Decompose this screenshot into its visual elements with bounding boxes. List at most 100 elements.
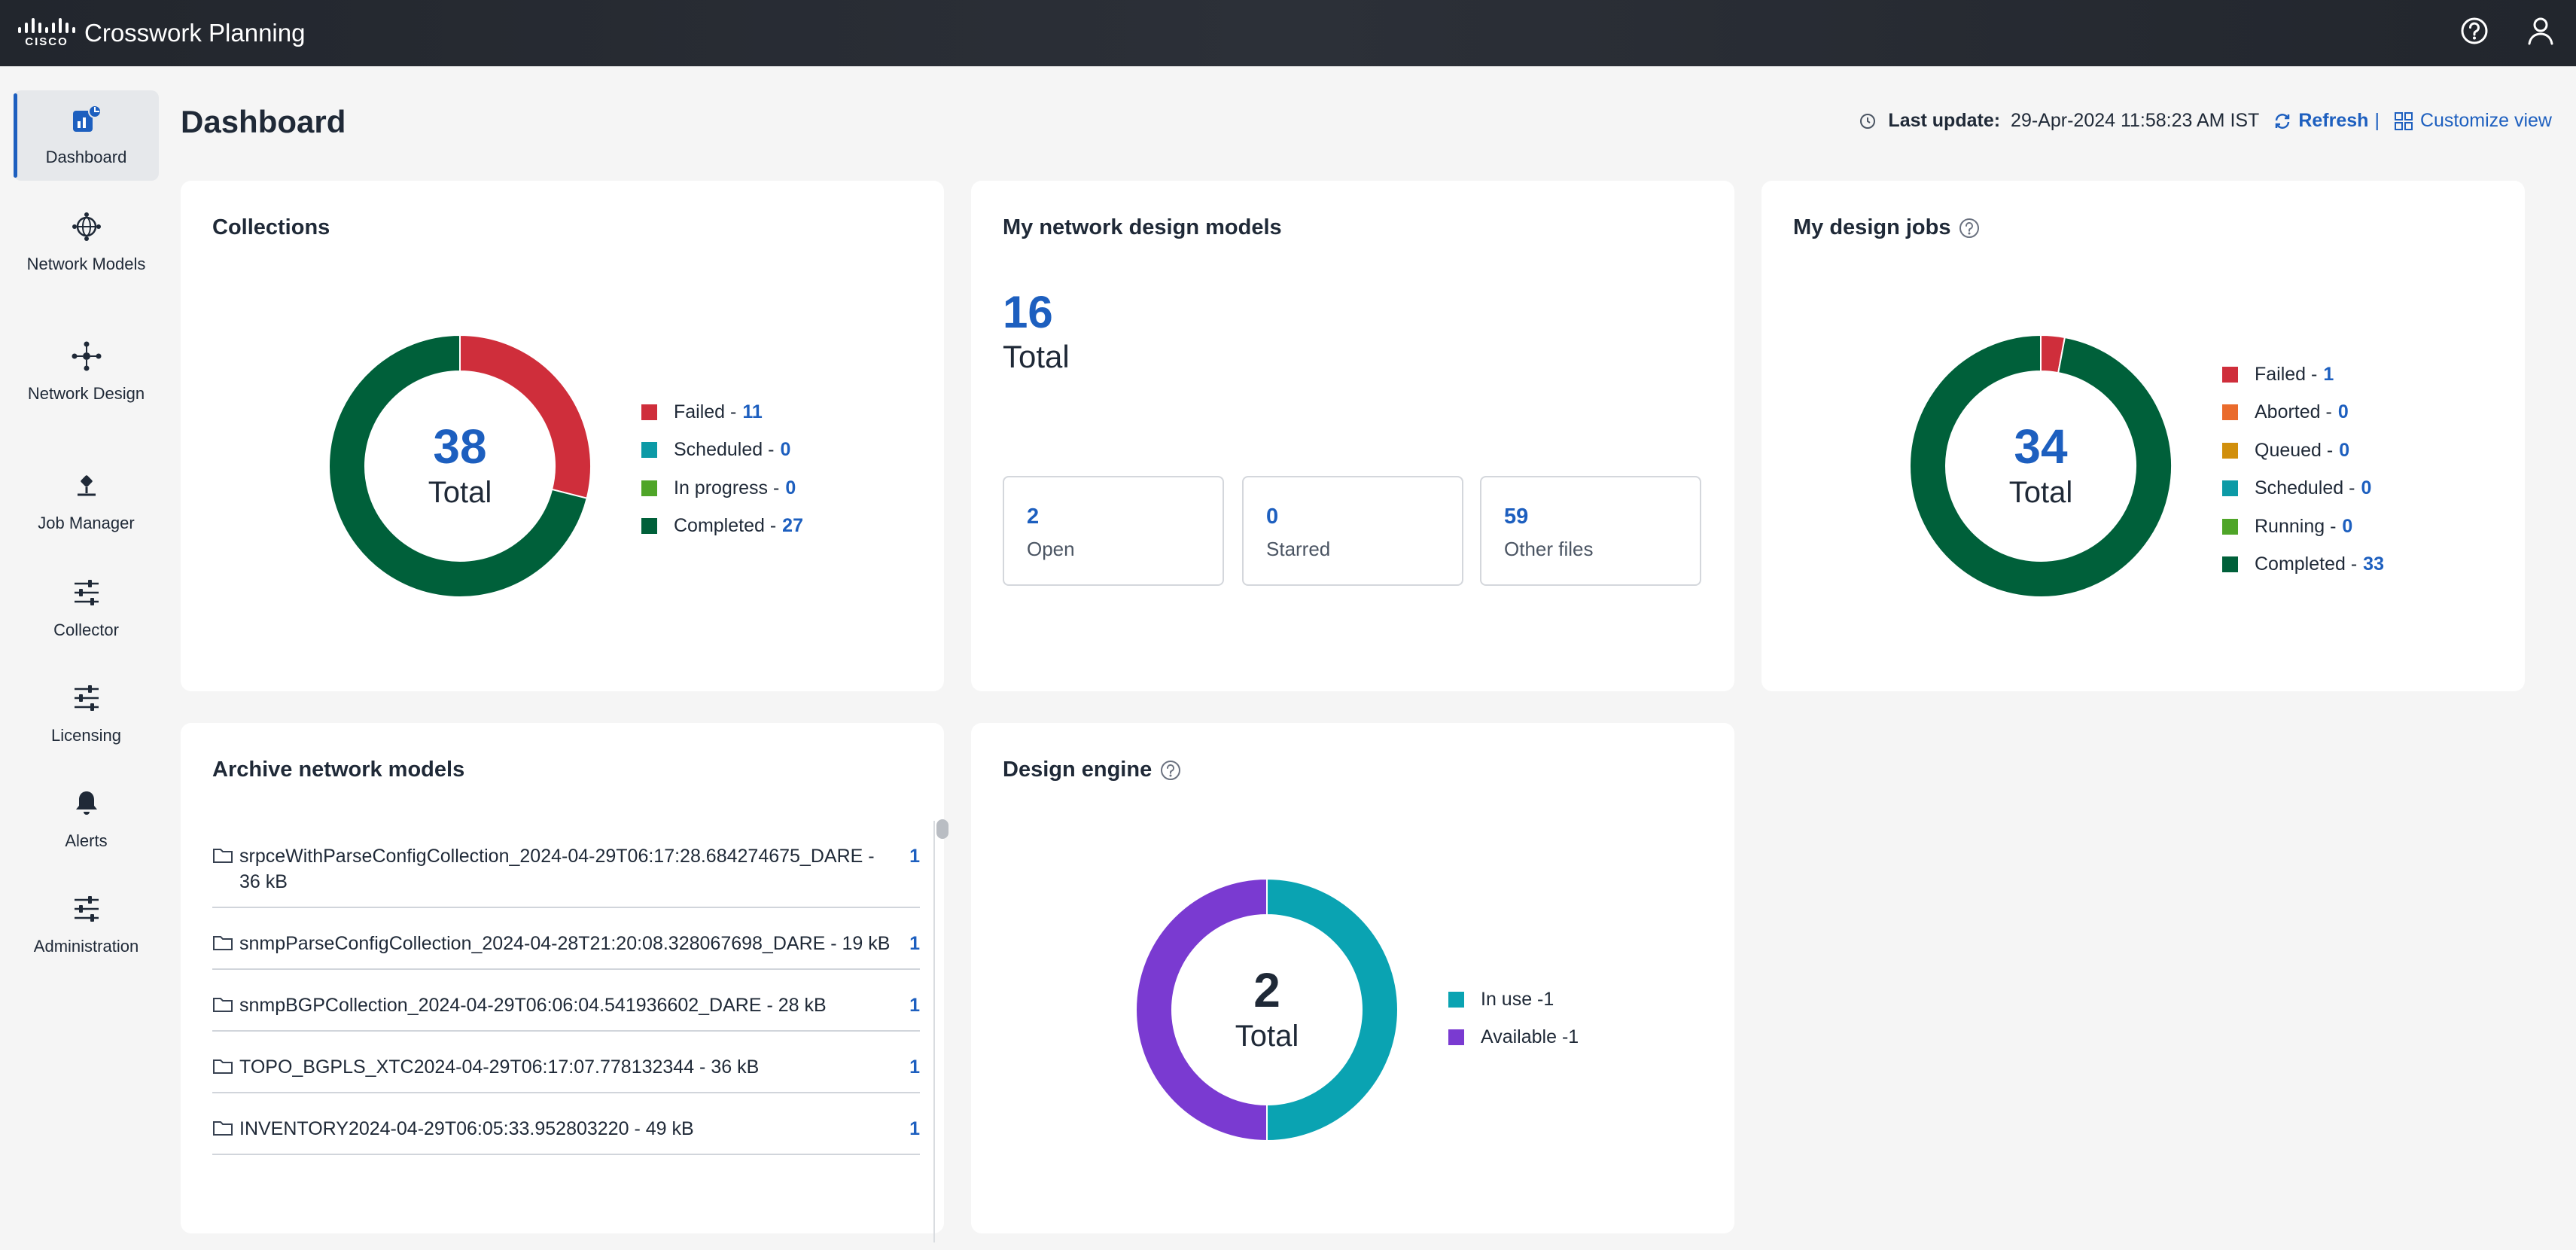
stat-open[interactable]: 2 Open bbox=[1003, 476, 1224, 586]
sidebar-item-label: Job Manager bbox=[38, 513, 135, 532]
engine-donut[interactable]: 2 Total bbox=[1135, 877, 1399, 1142]
user-icon[interactable] bbox=[2523, 14, 2558, 48]
legend-swatch bbox=[2222, 442, 2238, 459]
legend-item-available[interactable]: Available - 1 bbox=[1448, 1019, 1579, 1057]
models-title: My network design models bbox=[1003, 215, 1282, 239]
legend-item-completed[interactable]: Completed - 27 bbox=[641, 508, 803, 546]
legend-swatch bbox=[2222, 366, 2238, 383]
refresh-icon[interactable] bbox=[2273, 111, 2292, 131]
archive-row-count[interactable]: 1 bbox=[909, 1118, 920, 1139]
last-update-bar: Last update: 29-Apr-2024 11:58:23 AM IST… bbox=[1858, 110, 2552, 132]
archive-row[interactable]: srpceWithParseConfigCollection_2024-04-2… bbox=[212, 834, 920, 908]
archive-row[interactable]: INVENTORY2024-04-29T06:05:33.952803220 -… bbox=[212, 1093, 920, 1155]
collections-title: Collections bbox=[212, 215, 330, 239]
cisco-logo[interactable]: CISCO bbox=[18, 18, 75, 48]
stat-label: Starred bbox=[1266, 538, 1331, 560]
legend-item-scheduled[interactable]: Scheduled - 0 bbox=[2222, 470, 2384, 508]
sidebar-item-collector[interactable]: Collector bbox=[14, 563, 159, 654]
clock-icon bbox=[1860, 113, 1876, 129]
jobs-title: My design jobs bbox=[1793, 215, 1981, 240]
engine-segment-available[interactable] bbox=[1135, 877, 1268, 1142]
folder-icon bbox=[213, 1121, 233, 1136]
licensing-icon bbox=[74, 684, 99, 711]
stat-other-files[interactable]: 59 Other files bbox=[1480, 476, 1701, 586]
sidebar-item-label: Dashboard bbox=[45, 147, 127, 166]
collections-legend: Failed - 11 Scheduled - 0 In progress - … bbox=[641, 393, 803, 545]
folder-icon bbox=[213, 849, 233, 863]
header-separator: | bbox=[2374, 110, 2380, 131]
models-total[interactable]: 16 bbox=[1003, 287, 1053, 337]
jobs-total-label: Total bbox=[2008, 476, 2073, 509]
sidebar-item-network-models[interactable]: Network Models bbox=[14, 197, 159, 288]
archive-scrollbar-track[interactable] bbox=[933, 821, 945, 1242]
sidebar-item-dashboard[interactable]: Dashboard bbox=[14, 90, 159, 181]
jobs-total: 34 bbox=[2014, 419, 2068, 474]
top-bar: CISCO Crosswork Planning bbox=[0, 0, 2576, 66]
models-total-label: Total bbox=[1003, 339, 1070, 374]
legend-swatch bbox=[1448, 991, 1464, 1008]
page-title: Dashboard bbox=[181, 104, 346, 139]
administration-icon bbox=[74, 895, 99, 922]
engine-title-text: Design engine bbox=[1003, 758, 1153, 782]
legend-swatch bbox=[1448, 1029, 1464, 1046]
legend-item-running[interactable]: Running - 0 bbox=[2222, 508, 2384, 546]
archive-row[interactable]: TOPO_BGPLS_XTC2024-04-29T06:17:07.778132… bbox=[212, 1032, 920, 1093]
archive-row-name: snmpParseConfigCollection_2024-04-28T21:… bbox=[239, 933, 891, 954]
legend-item-failed[interactable]: Failed - 11 bbox=[641, 393, 803, 431]
stat-value: 2 bbox=[1027, 505, 1040, 529]
legend-item-in-progress[interactable]: In progress - 0 bbox=[641, 469, 803, 508]
legend-swatch bbox=[2222, 556, 2238, 573]
archive-row-name: TOPO_BGPLS_XTC2024-04-29T06:17:07.778132… bbox=[239, 1056, 760, 1078]
sidebar-item-network-design[interactable]: Network Design bbox=[14, 327, 159, 417]
collections-card: Collections 38 Total Failed - 11 Schedul… bbox=[181, 181, 944, 691]
jobs-segment-completed[interactable] bbox=[1909, 334, 2173, 598]
folder-icon bbox=[213, 936, 233, 950]
archive-row-count[interactable]: 1 bbox=[909, 933, 920, 954]
cisco-logo-bars bbox=[18, 18, 75, 33]
legend-item-queued[interactable]: Queued - 0 bbox=[2222, 431, 2384, 470]
help-icon[interactable] bbox=[2457, 14, 2492, 48]
last-update-value: 29-Apr-2024 11:58:23 AM IST bbox=[2011, 110, 2260, 131]
engine-total: 2 bbox=[1253, 963, 1280, 1017]
network-design-models-card: My network design models 16 Total 2 Open… bbox=[971, 181, 1734, 691]
legend-swatch bbox=[2222, 480, 2238, 497]
help-icon[interactable] bbox=[1159, 759, 1182, 782]
archive-row[interactable]: snmpBGPCollection_2024-04-29T06:06:04.54… bbox=[212, 970, 920, 1032]
archive-scrollbar-thumb[interactable] bbox=[936, 819, 948, 839]
app-title: Crosswork Planning bbox=[84, 19, 306, 47]
engine-segment-in-use[interactable] bbox=[1266, 877, 1399, 1142]
help-icon[interactable] bbox=[1958, 217, 1981, 239]
refresh-button[interactable]: Refresh bbox=[2298, 110, 2369, 131]
sidebar-item-job-manager[interactable]: Job Manager bbox=[14, 456, 159, 547]
legend-item-failed[interactable]: Failed - 1 bbox=[2222, 355, 2384, 394]
sidebar-item-alerts[interactable]: Alerts bbox=[14, 774, 159, 864]
stat-starred[interactable]: 0 Starred bbox=[1242, 476, 1463, 586]
dashboard-icon bbox=[72, 104, 102, 132]
sidebar-item-administration[interactable]: Administration bbox=[14, 880, 159, 970]
sidebar-item-label: Licensing bbox=[51, 725, 121, 745]
design-jobs-card: My design jobs 34 Total Failed - 1 Abort… bbox=[1761, 181, 2525, 691]
folder-icon bbox=[213, 1059, 233, 1074]
folder-icon bbox=[213, 998, 233, 1012]
legend-item-completed[interactable]: Completed - 33 bbox=[2222, 546, 2384, 584]
bell-icon bbox=[75, 791, 97, 815]
customize-grid-icon[interactable] bbox=[2393, 111, 2414, 132]
stat-value: 0 bbox=[1266, 505, 1279, 529]
archive-row-count[interactable]: 1 bbox=[909, 1056, 920, 1078]
legend-item-aborted[interactable]: Aborted - 0 bbox=[2222, 394, 2384, 432]
jobs-donut[interactable]: 34 Total bbox=[1909, 334, 2173, 598]
archive-row[interactable]: snmpParseConfigCollection_2024-04-28T21:… bbox=[212, 908, 920, 970]
network-design-icon bbox=[72, 341, 101, 370]
customize-view-button[interactable]: Customize view bbox=[2419, 110, 2552, 131]
legend-item-scheduled[interactable]: Scheduled - 0 bbox=[641, 431, 803, 470]
sidebar-item-label: Network Models bbox=[26, 254, 146, 273]
legend-item-in-use[interactable]: In use - 1 bbox=[1448, 980, 1579, 1019]
legend-swatch bbox=[641, 518, 657, 535]
stat-value: 59 bbox=[1504, 505, 1529, 529]
archive-row-count[interactable]: 1 bbox=[909, 995, 920, 1016]
archive-row-count[interactable]: 1 bbox=[909, 846, 920, 867]
archive-row-name: srpceWithParseConfigCollection_2024-04-2… bbox=[239, 846, 875, 892]
sidebar-item-licensing[interactable]: Licensing bbox=[14, 669, 159, 759]
collections-donut[interactable]: 38 Total bbox=[328, 334, 592, 598]
collections-segment-completed[interactable] bbox=[328, 334, 588, 598]
